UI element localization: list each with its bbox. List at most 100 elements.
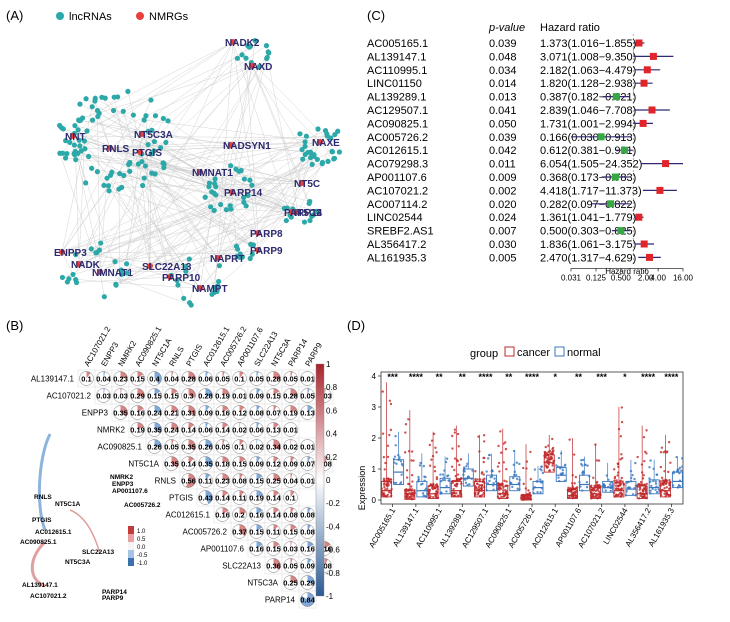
- data-point: [645, 429, 648, 432]
- data-point: [497, 444, 500, 448]
- lncrna-node: [124, 261, 130, 267]
- hazard-ratio: 1.361(1.041−1.779): [540, 212, 636, 224]
- row-label: AP001107.6: [201, 545, 245, 554]
- data-point: [445, 457, 449, 460]
- data-point: [476, 493, 480, 496]
- data-point: [465, 465, 468, 468]
- lncrna-node: [94, 107, 101, 114]
- network-edge: [79, 41, 234, 121]
- data-point: [394, 435, 397, 438]
- data-point: [645, 452, 648, 455]
- cell-value: 0.15: [232, 460, 247, 469]
- cell-value: 0.06: [198, 426, 213, 435]
- data-point: [466, 462, 469, 466]
- pie-mark: [273, 388, 280, 396]
- cell-value: 0.25: [283, 579, 298, 588]
- data-point: [620, 476, 623, 480]
- network-edge: [88, 156, 259, 234]
- box-legend: cancer normal: [504, 346, 601, 359]
- network-edge: [78, 164, 313, 265]
- network-edge: [99, 136, 307, 273]
- data-point: [457, 445, 460, 448]
- network-edge: [230, 144, 311, 221]
- colorbar-tick: 0: [326, 476, 331, 485]
- pie-mark: [290, 405, 298, 413]
- pie-mark: [290, 575, 298, 583]
- data-point: [551, 437, 554, 441]
- pie-outline: [164, 405, 179, 420]
- lncrna-node: [235, 246, 241, 252]
- colorbar-tick: 0.8: [326, 383, 338, 392]
- pie-mark: [273, 490, 279, 498]
- chord-label: NMRK2: [110, 474, 133, 481]
- network-edge: [217, 159, 303, 259]
- pie-mark: [256, 524, 263, 532]
- lncrna-node: [214, 288, 220, 294]
- cell-value: 0.08: [300, 528, 315, 537]
- data-point: [642, 435, 646, 439]
- network-edge: [211, 191, 259, 251]
- cell-value: 0.24: [147, 409, 162, 418]
- data-point: [654, 488, 657, 491]
- data-point: [590, 484, 593, 487]
- lncrna-node: [281, 205, 288, 211]
- data-point: [666, 493, 669, 496]
- pie-mark: [137, 371, 144, 379]
- data-point: [388, 399, 392, 402]
- data-point: [434, 495, 438, 498]
- pie-mark: [171, 388, 178, 396]
- p-value: 0.007: [489, 226, 517, 238]
- network-edge: [121, 182, 303, 188]
- data-point: [445, 484, 448, 488]
- data-point: [439, 479, 443, 483]
- pie-outline: [198, 439, 213, 454]
- network-edge: [144, 119, 321, 143]
- data-point: [456, 432, 460, 436]
- pie-mark: [290, 507, 294, 515]
- lncrna-node: [299, 146, 305, 153]
- lncrna-node: [234, 55, 241, 61]
- data-point: [620, 453, 623, 456]
- data-point: [464, 478, 467, 481]
- network-edge: [177, 141, 321, 286]
- pie-outline: [266, 388, 281, 403]
- data-point: [451, 494, 454, 497]
- data-point: [620, 493, 624, 497]
- pie-outline: [96, 388, 111, 403]
- lncrna-node: [252, 37, 258, 44]
- pie-mark: [324, 558, 328, 566]
- row-label: NT5C3A: [247, 579, 278, 588]
- network-edge: [165, 41, 234, 143]
- network-edge: [232, 41, 253, 186]
- network-edge: [97, 116, 111, 149]
- lncrna-node: [208, 204, 214, 210]
- cell-value: 0.29: [300, 579, 315, 588]
- network-edge: [251, 65, 303, 150]
- pie-mark: [103, 371, 106, 379]
- pie-mark: [307, 558, 312, 566]
- nmrg-label: NADSYN1: [223, 141, 271, 152]
- lncrna-node: [309, 161, 315, 167]
- chord-label: PARP14: [102, 589, 127, 596]
- panel-d-label: (D): [347, 318, 365, 333]
- chord-label: AC107021.2: [30, 593, 67, 600]
- pie-mark: [307, 456, 311, 464]
- cell-value: 0.08: [317, 460, 332, 469]
- hazard-ratio: 3.071(1.008−9.350): [540, 51, 636, 63]
- data-point: [433, 486, 437, 490]
- cell-value: 0.23: [215, 477, 230, 486]
- p-value: 0.005: [489, 252, 517, 264]
- cell-value: 0.56: [181, 477, 196, 486]
- pie-outline: [232, 473, 247, 488]
- hr-point: [639, 119, 647, 127]
- data-point: [480, 471, 484, 474]
- p-value: 0.013: [489, 92, 517, 104]
- data-point: [659, 465, 663, 469]
- data-point: [580, 459, 583, 462]
- p-value: 0.030: [489, 239, 517, 251]
- network-edge: [139, 46, 251, 153]
- pie-outline: [96, 371, 111, 386]
- pie-outline: [249, 456, 264, 471]
- nmrg-node: [167, 274, 173, 280]
- legend-label-normal: normal: [567, 347, 601, 359]
